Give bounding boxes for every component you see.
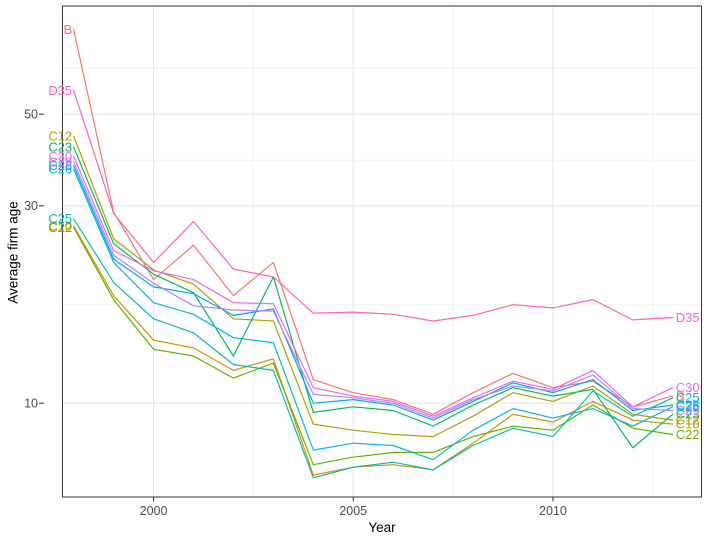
series-label-left-C26: C26 <box>48 161 72 176</box>
series-line-C23 <box>73 146 674 449</box>
series-label-right-C30: C30 <box>676 380 700 395</box>
series-label-left-C28: C28 <box>48 158 72 173</box>
series-line-D35 <box>73 89 674 322</box>
series-label-right-B: B <box>676 388 685 403</box>
series-line-B <box>73 29 674 415</box>
series-label-right-C28: C28 <box>676 397 700 412</box>
y-axis-title: Average firm age <box>5 201 21 304</box>
x-axis-title: Year <box>368 520 396 535</box>
series-line-C22 <box>73 226 674 466</box>
series-line-C12 <box>73 135 674 438</box>
series-label-left-C30: C30 <box>48 149 72 164</box>
series-line-C25 <box>73 218 674 479</box>
series-label-right-C22: C22 <box>676 427 700 442</box>
series-label-right-C12: C12 <box>676 412 700 427</box>
series-label-left-C29: C29 <box>48 154 72 169</box>
series-label-left-D35: D35 <box>48 83 72 98</box>
series-line-C26 <box>73 168 674 461</box>
series-label-right-C29: C29 <box>676 403 700 418</box>
x-tick-label: 2000 <box>140 504 168 518</box>
y-tick-label: 30 <box>24 199 38 213</box>
series-line-C29 <box>73 161 674 419</box>
series-label-left-C10: C10 <box>48 218 72 233</box>
series-line-C10 <box>73 225 674 476</box>
series-label-left-B: B <box>64 22 73 37</box>
series-label-right-C10: C10 <box>676 416 700 431</box>
x-tick-label: 2005 <box>339 504 367 518</box>
y-tick-label: 10 <box>24 396 38 410</box>
x-tick-label: 2010 <box>539 504 567 518</box>
panel-border <box>62 5 702 498</box>
series-label-right-C25: C25 <box>676 390 700 405</box>
series-label-left-C25: C25 <box>48 211 72 226</box>
y-tick-label: 50 <box>24 107 38 121</box>
series-label-left-C23: C23 <box>48 139 72 154</box>
series-line-C30 <box>73 155 674 417</box>
series-label-right-C23: C23 <box>676 407 700 422</box>
series-line-C28 <box>73 165 674 421</box>
series-label-left-C22: C22 <box>48 220 72 235</box>
series-label-right-D35: D35 <box>676 310 700 325</box>
series-label-right-C26: C26 <box>676 399 700 414</box>
series-label-left-C12: C12 <box>48 129 72 144</box>
